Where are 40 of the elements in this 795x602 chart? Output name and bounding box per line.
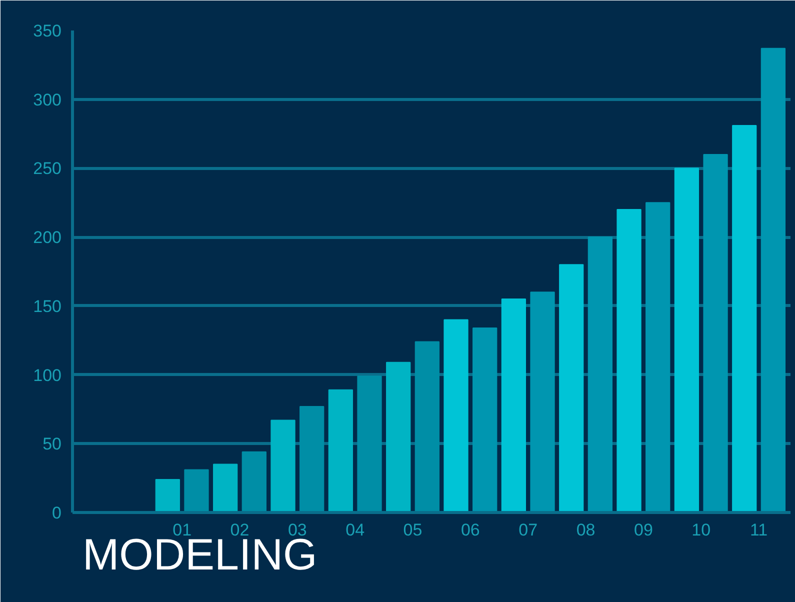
x-tick-label: 03 [288, 520, 307, 540]
y-tick-label: 0 [52, 504, 62, 522]
x-tick-label: 10 [692, 520, 711, 540]
bar [357, 376, 382, 512]
bar [530, 292, 555, 512]
x-tick-label: 07 [518, 520, 538, 540]
bar [270, 420, 296, 512]
bar [155, 478, 180, 512]
y-tick-label: 150 [33, 296, 62, 316]
bar [242, 451, 266, 512]
bar [444, 319, 468, 512]
bar [588, 236, 613, 512]
y-tick-label: 300 [33, 90, 62, 110]
bar [213, 464, 238, 512]
bar [472, 327, 498, 512]
y-tick-label: 100 [33, 366, 62, 385]
y-tick-label: 200 [33, 228, 62, 248]
y-tick-label: 250 [33, 159, 62, 178]
bar [300, 406, 324, 512]
bar [184, 469, 209, 512]
x-tick-label: 06 [460, 520, 480, 540]
bar [646, 202, 670, 512]
bar [732, 125, 757, 512]
x-tick-label: 05 [403, 520, 422, 540]
bar [501, 298, 526, 512]
bar [703, 154, 728, 512]
bar [328, 389, 353, 512]
bar [674, 168, 700, 512]
x-tick-label: 02 [230, 520, 250, 540]
y-tick-label: 350 [33, 22, 62, 40]
x-tick-label: 08 [576, 520, 596, 540]
x-tick-label: 04 [346, 520, 365, 540]
x-tick-label: 11 [750, 520, 768, 540]
bar [559, 264, 584, 512]
y-tick-label: 50 [42, 434, 62, 454]
bar [386, 362, 411, 512]
x-tick-label: 09 [634, 520, 653, 540]
bar [616, 209, 642, 512]
bar [760, 48, 786, 512]
bar [414, 341, 440, 512]
